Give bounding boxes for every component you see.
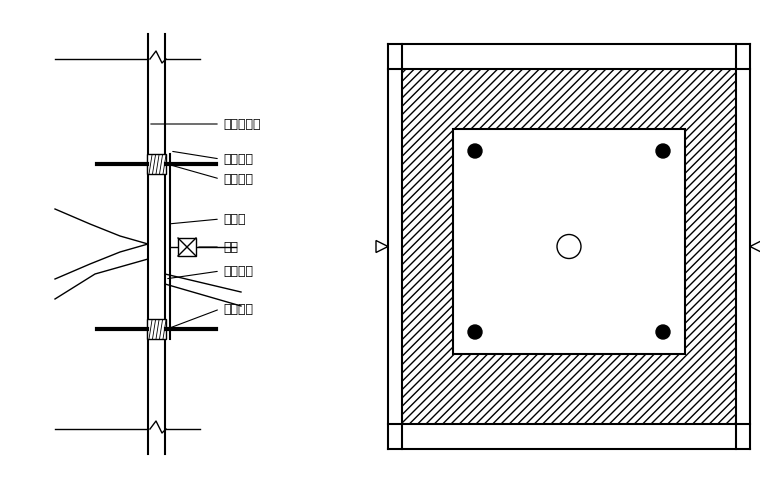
Bar: [402, 70, 736, 424]
Circle shape: [557, 235, 581, 259]
Text: 地下连续墙: 地下连续墙: [223, 118, 261, 131]
Text: 阀门: 阀门: [223, 241, 238, 254]
Bar: [178, 239, 196, 257]
Bar: [147, 155, 166, 175]
Bar: [147, 319, 166, 339]
Text: 漏水点: 漏水点: [223, 213, 245, 226]
Circle shape: [468, 145, 482, 159]
Bar: [453, 130, 685, 354]
Circle shape: [656, 145, 670, 159]
Text: 封堵钢板: 封堵钢板: [223, 303, 253, 316]
Polygon shape: [750, 241, 760, 253]
Polygon shape: [376, 241, 388, 253]
Text: 导流钢管: 导流钢管: [223, 265, 253, 278]
Circle shape: [656, 325, 670, 339]
Circle shape: [468, 325, 482, 339]
Text: 封边材料: 封边材料: [223, 153, 253, 166]
Bar: [453, 130, 685, 354]
Text: 膨胀螺栓: 膨胀螺栓: [223, 173, 253, 186]
